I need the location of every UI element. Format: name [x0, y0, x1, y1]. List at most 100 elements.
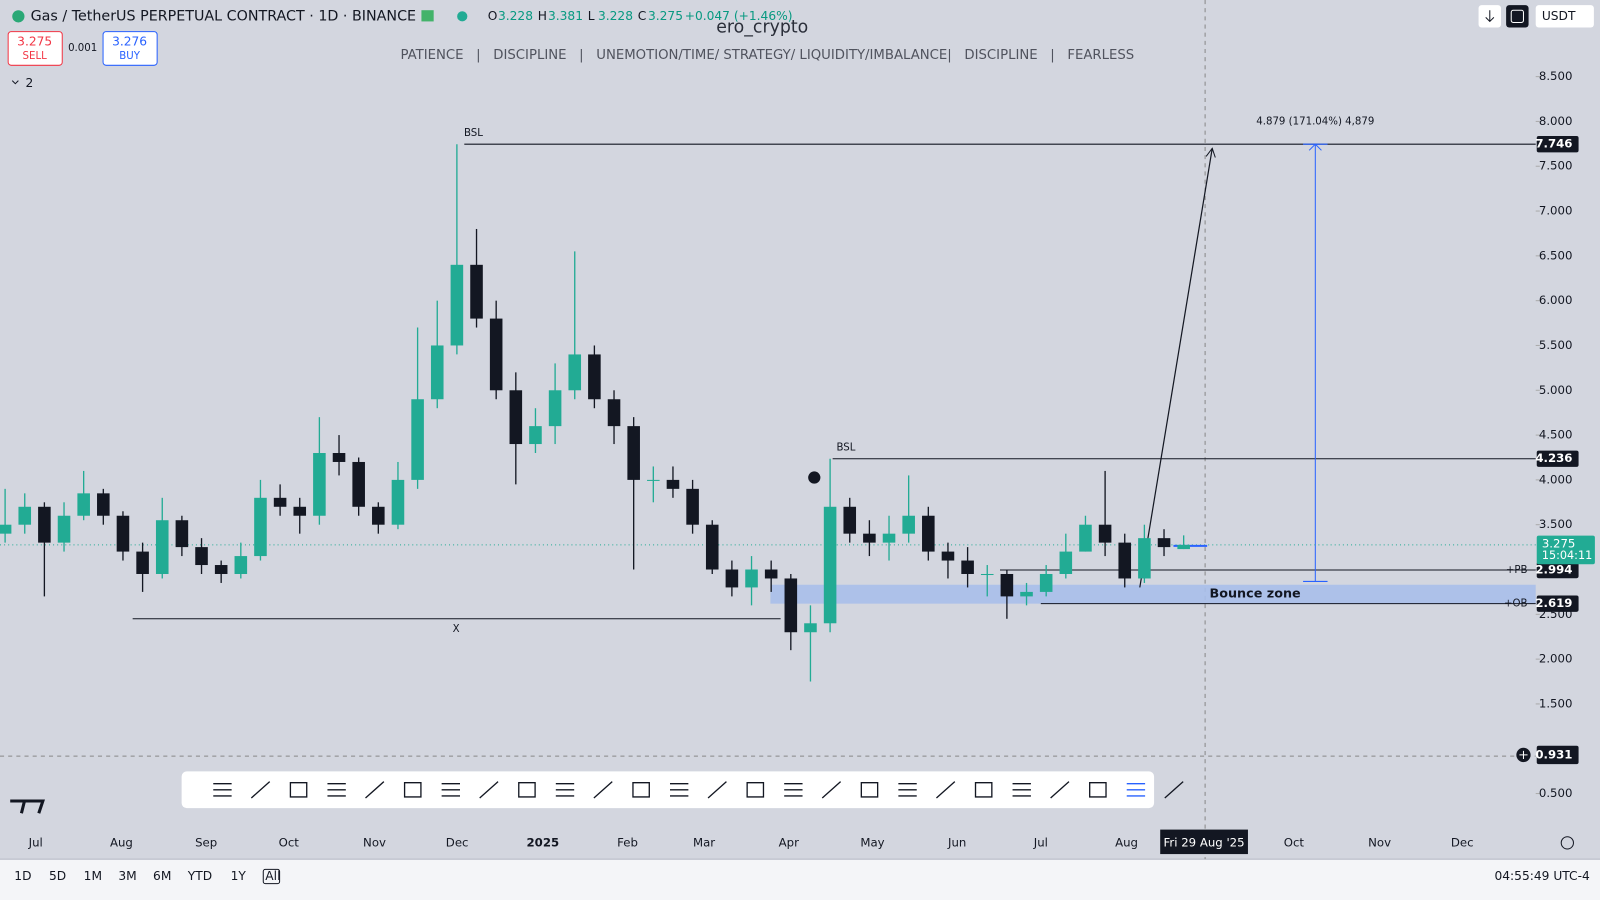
- candle-body: [450, 264, 464, 346]
- candle-body: [273, 497, 287, 507]
- range-button[interactable]: 1D: [14, 869, 31, 883]
- tool-icon[interactable]: [555, 783, 575, 797]
- candle-body: [254, 497, 267, 557]
- candle-body: [568, 354, 582, 391]
- y-tick-label: 8.000: [1539, 114, 1573, 128]
- collapse-icon[interactable]: [11, 80, 19, 85]
- candle-body: [980, 573, 994, 576]
- settings-icon[interactable]: [1560, 836, 1574, 850]
- motto: PATIENCE | DISCIPLINE | UNEMOTION/TIME/ …: [400, 48, 1134, 63]
- candle-body: [1098, 524, 1112, 543]
- y-tick-label: 4.500: [1539, 428, 1573, 442]
- candle-body: [941, 551, 955, 561]
- candle-body: [1138, 538, 1151, 579]
- currency-button[interactable]: [1535, 5, 1594, 28]
- tool-icon[interactable]: [746, 781, 765, 798]
- range-button[interactable]: 3M: [118, 869, 136, 883]
- tool-icon[interactable]: [518, 781, 536, 798]
- candle-body: [764, 569, 778, 579]
- bounce-zone: [770, 584, 1536, 604]
- buy-button[interactable]: [102, 31, 158, 66]
- mode-button[interactable]: [1506, 5, 1529, 28]
- tool-icon[interactable]: [403, 781, 422, 798]
- drawing-toolbar: [181, 771, 1155, 809]
- tool-icon[interactable]: [479, 781, 499, 799]
- tool-icon[interactable]: [935, 781, 956, 799]
- x-tick-label: Aug: [110, 835, 133, 849]
- tool-icon[interactable]: [898, 783, 917, 797]
- tool-icon[interactable]: [250, 781, 271, 799]
- calendar-icon: [262, 868, 281, 885]
- candle-body: [391, 479, 405, 525]
- arrow-head: [1205, 147, 1216, 158]
- tool-icon[interactable]: [289, 781, 308, 798]
- candle-body: [548, 390, 562, 427]
- tool-icon[interactable]: [632, 781, 650, 798]
- tool-icon[interactable]: [707, 781, 727, 799]
- tool-icon[interactable]: [860, 781, 879, 798]
- range-button[interactable]: 5D: [49, 869, 66, 883]
- candle-body: [823, 506, 837, 624]
- x-tick-label: Nov: [1368, 835, 1391, 849]
- range-button[interactable]: All: [265, 869, 280, 883]
- candle-body: [647, 479, 660, 481]
- range-button[interactable]: 1Y: [231, 869, 247, 883]
- y-tick-label: 1.500: [1539, 696, 1573, 710]
- candle-body: [332, 453, 346, 462]
- sell-price: 3.275: [17, 34, 52, 48]
- x-tick-label: May: [860, 835, 884, 849]
- tool-icon[interactable]: [593, 781, 613, 799]
- candle-body: [1000, 573, 1014, 597]
- candle-body: [902, 515, 915, 534]
- cursor-price-bg: [1536, 745, 1579, 765]
- y-tick-label: 8.500: [1539, 69, 1573, 83]
- candle-body: [725, 569, 739, 588]
- candle-body: [116, 515, 130, 552]
- status-dot: [457, 11, 468, 22]
- candle-body: [607, 399, 621, 427]
- x-tick-label: Aug: [1115, 835, 1138, 849]
- candle-body: [666, 479, 680, 489]
- last-price: 3.275: [1542, 536, 1576, 550]
- candle-body: [430, 345, 444, 400]
- y-tick-label: 7.000: [1539, 204, 1573, 218]
- price-tag: 2.619: [1535, 596, 1572, 610]
- currency: USDT: [1542, 9, 1576, 23]
- candle-body: [77, 493, 90, 516]
- tool-icon[interactable]: [213, 783, 232, 797]
- range-button[interactable]: 1M: [84, 869, 102, 883]
- tool-icon[interactable]: [1164, 781, 1184, 799]
- tool-icon[interactable]: [821, 781, 842, 799]
- tool-icon[interactable]: [974, 781, 993, 798]
- tool-icon[interactable]: [784, 783, 803, 797]
- sell-button[interactable]: [7, 31, 63, 66]
- candle-body: [175, 520, 189, 548]
- candle-body: [529, 426, 542, 445]
- range-button[interactable]: YTD: [187, 869, 212, 883]
- measure-label: 4.879 (171.04%) 4,879: [1256, 117, 1374, 128]
- tool-icon[interactable]: [327, 783, 346, 797]
- price-tag-bg: [1536, 450, 1579, 467]
- tool-icon[interactable]: [670, 783, 689, 797]
- candle-body: [38, 506, 51, 543]
- tool-icon[interactable]: [1089, 781, 1107, 798]
- tool-icon[interactable]: [365, 781, 385, 799]
- watermark: ero_crypto: [716, 18, 808, 38]
- ohlc-value: 3.275: [648, 9, 683, 23]
- symbol: Gas / TetherUS PERPETUAL CONTRACT · 1D ·…: [31, 8, 416, 24]
- x-tick-label: Dec: [1451, 835, 1474, 849]
- candle-body: [1020, 591, 1033, 597]
- x-tick-label: 2025: [527, 835, 560, 849]
- tool-icon[interactable]: [441, 783, 460, 797]
- y-tick-label: 2.000: [1539, 652, 1573, 666]
- tool-icon[interactable]: [1050, 781, 1070, 799]
- tool-icon[interactable]: [1012, 783, 1031, 797]
- last-price-bg: [1536, 535, 1595, 565]
- x-tick-label: Apr: [779, 835, 799, 849]
- y-tick-label: 6.500: [1539, 248, 1573, 262]
- ohlc-letter: L: [588, 9, 595, 23]
- bsl-label: BSL: [464, 128, 483, 139]
- tool-icon[interactable]: [1126, 783, 1146, 797]
- range-button[interactable]: 6M: [153, 869, 171, 883]
